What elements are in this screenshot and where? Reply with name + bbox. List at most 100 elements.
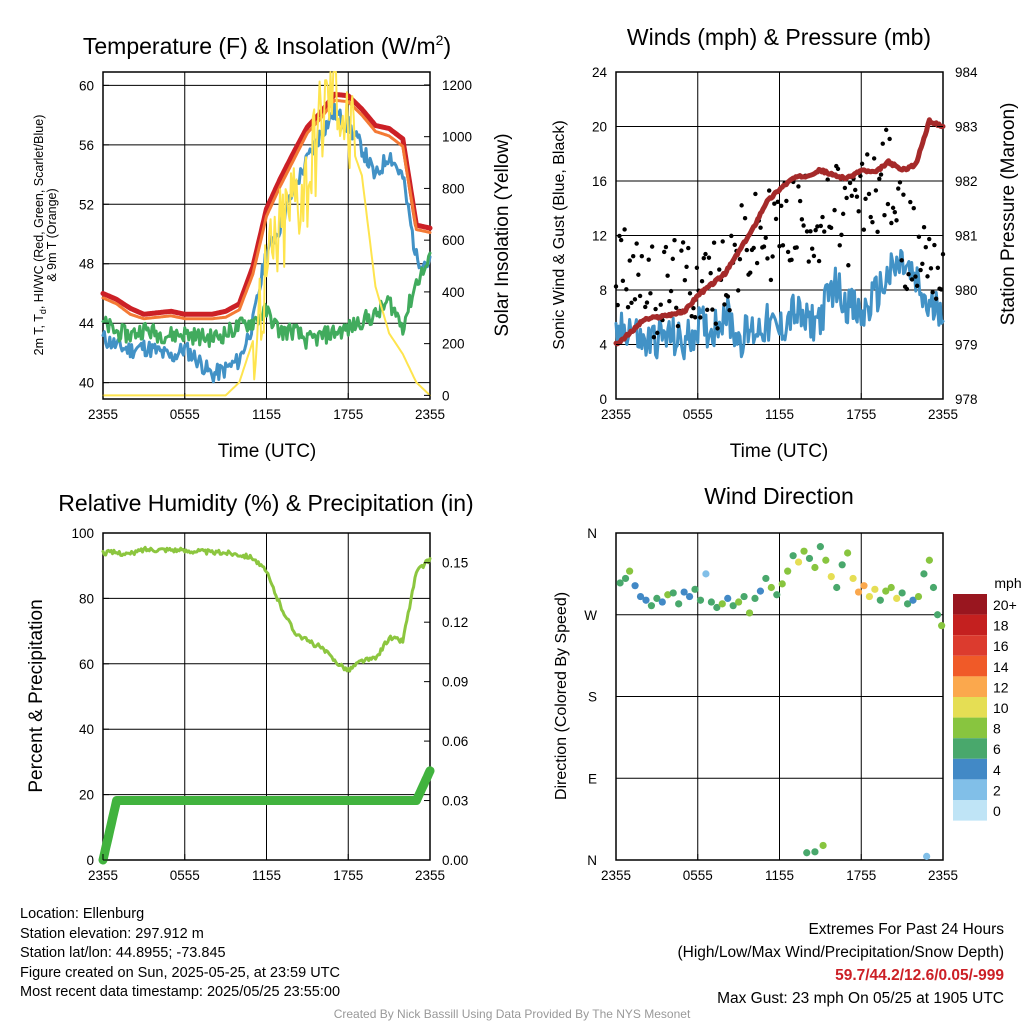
gust-point xyxy=(858,173,863,179)
gust-point xyxy=(865,152,870,157)
direction-point xyxy=(642,596,650,604)
direction-point xyxy=(844,549,852,557)
gust-point xyxy=(761,244,767,249)
gust-point xyxy=(720,239,725,244)
gust-point xyxy=(717,267,722,272)
legend-swatch xyxy=(953,717,987,739)
gust-point xyxy=(799,217,805,222)
series-station_pressure xyxy=(613,117,946,347)
gust-point xyxy=(908,199,913,205)
direction-point xyxy=(767,583,775,592)
y-tick-label: 20 xyxy=(592,120,607,135)
y2-tick-label: 600 xyxy=(442,233,465,248)
direction-point xyxy=(631,582,639,590)
gust-point xyxy=(822,229,827,234)
gust-point xyxy=(710,307,715,312)
direction-point xyxy=(854,588,863,596)
y2-tick-label: 980 xyxy=(955,283,978,298)
x-tick-label: 2355 xyxy=(415,868,445,883)
y-tick-label: 8 xyxy=(599,283,607,298)
y2-tick-label: 979 xyxy=(955,338,978,353)
direction-point xyxy=(794,558,803,566)
gust-point xyxy=(904,286,910,292)
gust-point xyxy=(909,277,915,282)
y-tick-label: 52 xyxy=(79,197,94,212)
direction-point xyxy=(756,587,765,595)
gust-point xyxy=(701,256,706,261)
gust-point xyxy=(920,261,925,266)
direction-point xyxy=(909,596,917,604)
y-tick-label: 16 xyxy=(592,174,607,189)
gust-point xyxy=(663,244,669,250)
temperature-axes: 2355 0555 1155 1755 235540444852566002004006… xyxy=(79,78,472,422)
gust-point xyxy=(727,307,732,313)
gust-point xyxy=(921,225,927,230)
y2-tick-label: 983 xyxy=(955,120,978,135)
direction-point xyxy=(696,596,705,604)
direction-point xyxy=(691,585,699,593)
gust-point xyxy=(634,241,639,246)
gust-point xyxy=(894,218,899,223)
gust-point xyxy=(933,296,939,301)
gust-point xyxy=(636,272,641,277)
gust-point xyxy=(940,252,946,257)
y2-tick-label: 0.15 xyxy=(442,556,468,571)
y-tick-label: N xyxy=(587,853,597,868)
gust-point xyxy=(873,188,879,193)
gust-point xyxy=(732,242,737,248)
y2-tick-label: 400 xyxy=(442,285,465,300)
y-tick-label: 80 xyxy=(79,591,94,606)
gust-point xyxy=(806,259,811,264)
x-tick-label: 1755 xyxy=(846,407,876,422)
figure-created: Figure created on Sun, 2025-05-25, at 23… xyxy=(20,964,340,981)
gust-point xyxy=(797,198,803,204)
gust-point xyxy=(925,274,930,279)
direction-point xyxy=(914,592,923,601)
direction-point xyxy=(778,580,786,588)
direction-point xyxy=(822,556,830,564)
direction-point xyxy=(865,592,874,601)
gust-point xyxy=(789,257,794,263)
gust-point xyxy=(899,258,904,263)
y-tick-label: 40 xyxy=(79,722,94,737)
gust-point xyxy=(705,307,710,312)
gust-point xyxy=(913,274,918,279)
direction-point xyxy=(718,600,726,608)
legend-label: 20+ xyxy=(993,597,1017,613)
y-tick-label: 40 xyxy=(79,376,94,391)
direction-point xyxy=(849,574,857,583)
gust-point xyxy=(885,201,891,207)
temperature-ylabel: 2m T, Td, HI/WC (Red, Green, Scarlet/Blu… xyxy=(32,115,48,356)
series-dewpoint xyxy=(101,251,432,350)
winds-ylabel: Sonic Wind & Gust (Blue, Black) xyxy=(551,120,568,349)
credit-line: Created By Nick Bassill Using Data Provi… xyxy=(333,1007,691,1021)
gust-point xyxy=(818,223,824,229)
gust-point xyxy=(916,234,922,240)
humidity-panel: Relative Humidity (%) & Precipitation (i… xyxy=(26,490,474,883)
humidity-grid xyxy=(103,532,430,861)
y-tick-label: E xyxy=(588,771,597,786)
gust-point xyxy=(868,214,873,220)
gust-point xyxy=(751,245,756,251)
direction-point xyxy=(833,583,841,592)
humidity-series xyxy=(98,545,435,865)
gust-point xyxy=(618,237,624,243)
y2-tick-label: 1200 xyxy=(442,78,472,93)
gust-point xyxy=(694,265,700,270)
y-tick-label: N xyxy=(587,526,597,541)
gust-point xyxy=(773,216,779,222)
y-tick-label: 100 xyxy=(71,526,94,541)
x-tick-label: 1155 xyxy=(765,868,794,883)
gust-point xyxy=(846,263,851,268)
direction-point xyxy=(751,594,759,603)
station-elevation: Station elevation: 297.912 m xyxy=(20,925,204,942)
gust-point xyxy=(651,334,657,340)
direction-point xyxy=(789,552,797,560)
direction-point xyxy=(811,563,819,572)
gust-point xyxy=(644,300,650,305)
direction-point xyxy=(876,596,884,604)
legend-label: 16 xyxy=(993,638,1009,654)
gust-point xyxy=(811,253,817,259)
gust-point xyxy=(804,229,810,234)
direction-point xyxy=(745,609,754,617)
